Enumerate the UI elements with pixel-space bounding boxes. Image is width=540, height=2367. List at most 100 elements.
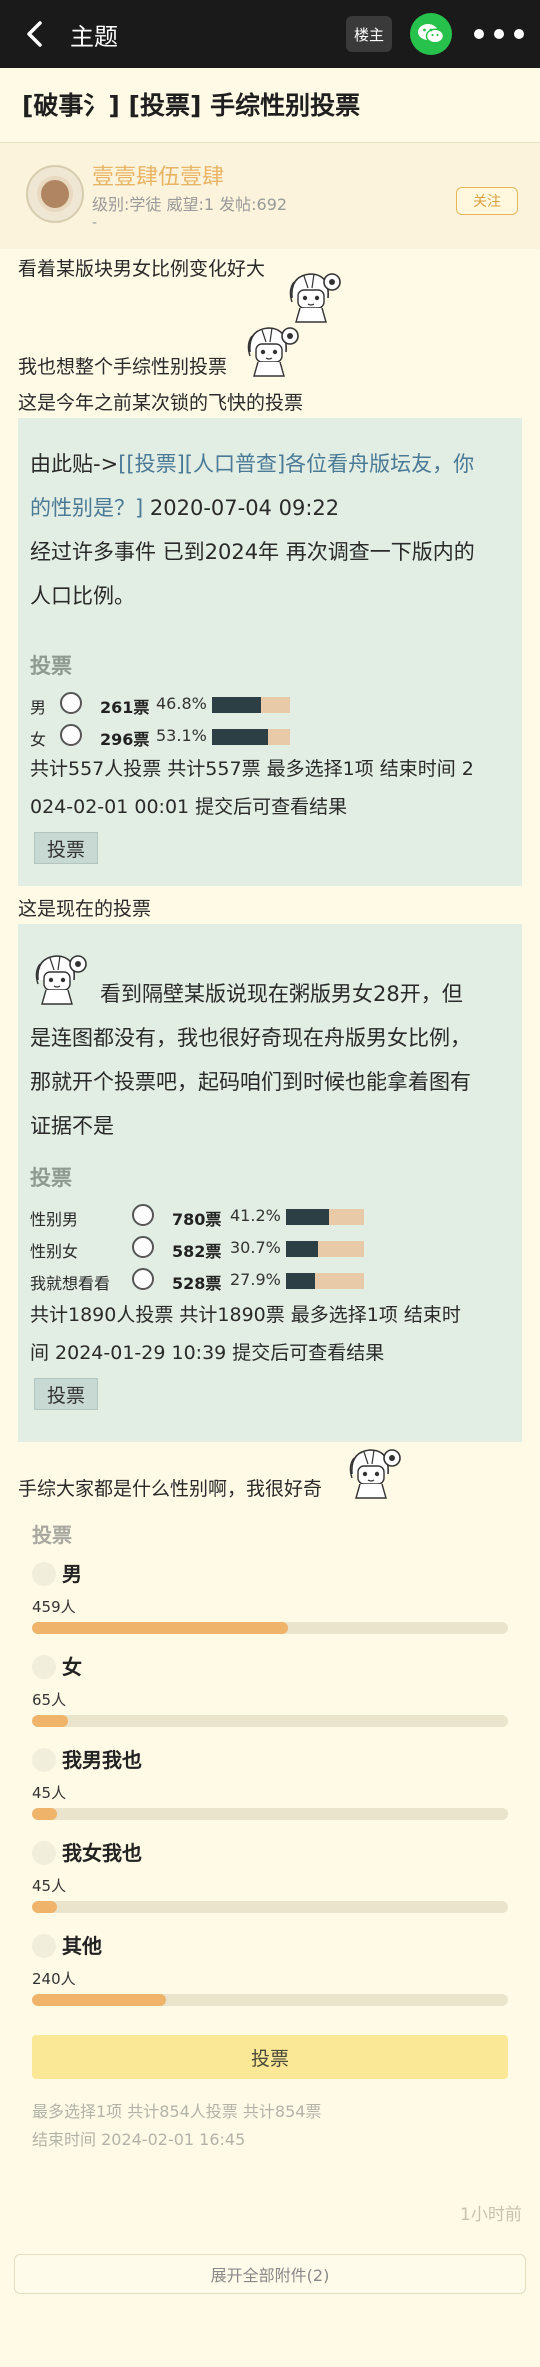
poll-option-name: 女 xyxy=(62,1655,82,1679)
poll-option-radio[interactable] xyxy=(32,1655,56,1679)
vote-bar-fill xyxy=(286,1209,330,1225)
sticker-icon xyxy=(349,1449,401,1499)
poll-option-count: 65人 xyxy=(32,1691,67,1709)
poll-end-time: 结束时间 2024-02-01 16:45 xyxy=(32,2130,246,2149)
back-button[interactable] xyxy=(0,0,70,68)
avatar[interactable] xyxy=(26,165,84,223)
poll-option-count: 240人 xyxy=(32,1970,76,1988)
expand-attachments-button[interactable]: 展开全部附件(2) xyxy=(14,2254,526,2294)
vote-bar xyxy=(286,1273,364,1289)
poll-option[interactable]: 我男我也 45人 xyxy=(32,1744,508,1836)
author-signature: - xyxy=(92,215,98,231)
poll-submit-button[interactable]: 投票 xyxy=(32,2035,508,2079)
poll-progress-fill xyxy=(32,1622,288,1634)
quote-block: 看到隔壁某版说现在粥版男女28开，但 是连图都没有，我也很好奇现在舟版男女比例，… xyxy=(18,924,522,1442)
vote-bar-fill xyxy=(286,1241,319,1257)
quoted-post-link[interactable]: 的性别是？] xyxy=(30,496,144,520)
top-bar: 主题 楼主 xyxy=(0,0,540,68)
vote-option-radio[interactable] xyxy=(132,1236,154,1258)
poll-progress xyxy=(32,1808,508,1820)
post-text-line: 手综大家都是什么性别啊，我很好奇 xyxy=(18,1478,323,1500)
poll-option[interactable]: 其他 240人 xyxy=(32,1930,508,2022)
vote-option-label: 我就想看看 xyxy=(30,1274,111,1293)
quote-text: 证据不是 xyxy=(30,1114,114,1138)
vote-option-radio[interactable] xyxy=(132,1204,154,1226)
author-meta: 级别:学徒 威望:1 发帖:692 xyxy=(92,195,288,214)
wechat-share-button[interactable] xyxy=(410,13,452,55)
more-menu-button[interactable] xyxy=(474,18,524,50)
poll-option-name: 我男我也 xyxy=(62,1748,142,1772)
poll-option-radio[interactable] xyxy=(32,1562,56,1586)
vote-button[interactable]: 投票 xyxy=(34,832,99,864)
vote-bar-fill xyxy=(212,729,268,745)
vote-heading: 投票 xyxy=(30,654,72,678)
vote-option-label: 性别男 xyxy=(30,1210,79,1229)
sticker-icon xyxy=(289,273,341,323)
vote-option-label: 性别女 xyxy=(30,1242,79,1261)
poll-option-count: 45人 xyxy=(32,1877,67,1895)
quote-text: 人口比例。 xyxy=(30,584,135,608)
poll-option-radio[interactable] xyxy=(32,1841,56,1865)
quote-text: 经过许多事件 已到2024年 再次调查一下版内的 xyxy=(30,540,475,564)
vote-count: 780票 xyxy=(172,1210,222,1229)
dot-icon xyxy=(514,29,524,39)
quote-text: 那就开个投票吧，起码咱们到时候也能拿着图有 xyxy=(30,1070,471,1094)
quote-date: 2020-07-04 09:22 xyxy=(143,496,340,520)
vote-bar xyxy=(212,697,290,713)
poll-option[interactable]: 女 65人 xyxy=(32,1651,508,1743)
sticker-icon xyxy=(35,955,87,1005)
poll-option-count: 459人 xyxy=(32,1598,76,1616)
vote-button[interactable]: 投票 xyxy=(34,1378,99,1410)
post-text-line: 这是现在的投票 xyxy=(18,898,152,920)
vote-option-radio[interactable] xyxy=(60,724,82,746)
vote-stats: 024-02-01 00:01 提交后可查看结果 xyxy=(30,796,348,818)
vote-option-radio[interactable] xyxy=(132,1268,154,1290)
vote-stats: 共计557人投票 共计557票 最多选择1项 结束时间 2 xyxy=(30,758,474,780)
poll-progress xyxy=(32,1994,508,2006)
poll-option-radio[interactable] xyxy=(32,1934,56,1958)
vote-heading: 投票 xyxy=(30,1166,72,1190)
vote-count: 582票 xyxy=(172,1242,222,1261)
quote-prefix: 由此贴-> xyxy=(30,452,119,476)
vote-stats: 共计1890人投票 共计1890票 最多选择1项 结束时 xyxy=(30,1304,461,1326)
vote-stats: 间 2024-01-29 10:39 提交后可查看结果 xyxy=(30,1342,385,1364)
poll-progress xyxy=(32,1622,508,1634)
louzhu-button[interactable]: 楼主 xyxy=(346,16,392,52)
vote-count: 261票 xyxy=(100,698,150,717)
poll-progress-fill xyxy=(32,1715,69,1727)
vote-bar xyxy=(212,729,290,745)
sticker-icon xyxy=(247,327,299,377)
dot-icon xyxy=(494,29,504,39)
quote-block: 由此贴->[[投票][人口普查]各位看舟版坛友，你 的性别是？] 2020-07… xyxy=(18,418,522,886)
quoted-post-link[interactable]: [[投票][人口普查]各位看舟版坛友，你 xyxy=(118,452,475,476)
post-time: 1小时前 xyxy=(460,2205,522,2225)
vote-option-radio[interactable] xyxy=(60,692,82,714)
vote-percent: 46.8% xyxy=(156,694,207,713)
vote-option-label: 女 xyxy=(30,730,47,749)
poll-info: 最多选择1项 共计854人投票 共计854票 xyxy=(32,2102,322,2121)
wechat-icon xyxy=(418,24,445,44)
poll-heading: 投票 xyxy=(32,1523,72,1547)
author-card: 壹壹肆伍壹肆 级别:学徒 威望:1 发帖:692 - 关注 xyxy=(0,143,540,249)
divider xyxy=(0,142,540,143)
avatar-image xyxy=(37,176,73,212)
poll-option-radio[interactable] xyxy=(32,1748,56,1772)
poll-option-count: 45人 xyxy=(32,1784,67,1802)
poll-progress-fill xyxy=(32,1901,58,1913)
vote-count: 296票 xyxy=(100,730,150,749)
post-text-line: 我也想整个手综性别投票 xyxy=(18,356,228,378)
follow-button[interactable]: 关注 xyxy=(456,187,518,215)
poll-progress xyxy=(32,1901,508,1913)
page-title: 主题 xyxy=(70,22,118,51)
poll-option-name: 男 xyxy=(62,1562,82,1586)
vote-percent: 30.7% xyxy=(230,1238,281,1257)
author-name[interactable]: 壹壹肆伍壹肆 xyxy=(92,165,225,190)
thread-title: [破事氵] [投票] 手综性别投票 xyxy=(22,91,361,120)
quote-text: 是连图都没有，我也很好奇现在舟版男女比例， xyxy=(30,1026,471,1050)
vote-bar-fill xyxy=(286,1273,316,1289)
poll-option[interactable]: 男 459人 xyxy=(32,1558,508,1650)
poll-option[interactable]: 我女我也 45人 xyxy=(32,1837,508,1929)
poll-progress-fill xyxy=(32,1808,58,1820)
poll-option-name: 其他 xyxy=(62,1934,102,1958)
vote-count: 528票 xyxy=(172,1274,222,1293)
